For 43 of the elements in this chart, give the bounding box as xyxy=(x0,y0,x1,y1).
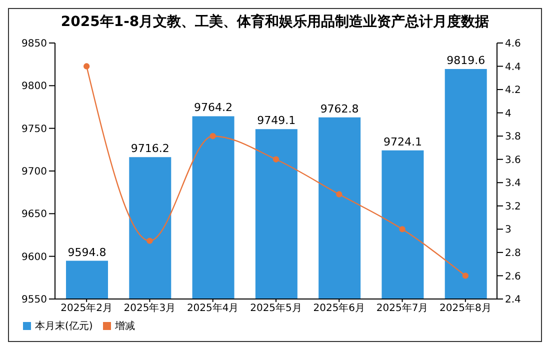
y2-tick-label: 3.2 xyxy=(505,201,521,212)
data-label: 9594.8 xyxy=(68,246,106,259)
y2-tick-label: 3 xyxy=(505,224,512,236)
y2-tick-label: 2.6 xyxy=(505,271,521,282)
y-tick-label: 9800 xyxy=(22,81,47,92)
y2-tick-label: 3.6 xyxy=(505,154,521,166)
data-label: 9724.1 xyxy=(383,135,422,148)
x-tick-label: 2025年4月 xyxy=(186,302,239,314)
point xyxy=(272,156,280,162)
legend-label: 增减 xyxy=(114,321,135,332)
chart-title: 2025年1-8月文教、工美、体育和娱乐用品制造业资产总计月度数据 xyxy=(60,13,490,31)
y-tick-label: 9700 xyxy=(22,166,47,178)
y-tick-label: 9550 xyxy=(22,294,47,306)
y2-tick-label: 4.4 xyxy=(505,62,521,73)
y2-tick-label: 2.8 xyxy=(505,248,521,260)
y-tick-label: 9650 xyxy=(22,209,47,220)
y-tick-label: 9750 xyxy=(22,124,47,135)
y2-tick-label: 4.2 xyxy=(505,85,521,96)
x-tick-label: 2025年6月 xyxy=(313,302,366,314)
data-label: 9716.2 xyxy=(130,142,170,156)
data-label: 9749.1 xyxy=(257,114,296,128)
point xyxy=(83,63,90,70)
x-tick-label: 2025年8月 xyxy=(440,302,492,314)
point xyxy=(336,191,342,198)
y-tick-label: 9600 xyxy=(22,252,47,263)
y2-tick-label: 2.4 xyxy=(505,294,521,306)
y2-tick-label: 3.8 xyxy=(505,132,521,143)
y2-tick-label: 4 xyxy=(505,108,512,120)
point xyxy=(146,238,153,244)
y2-tick-label: 4.6 xyxy=(505,38,521,50)
point xyxy=(399,226,406,232)
x-tick-label: 2025年5月 xyxy=(250,302,302,314)
x-tick-label: 2025年2月 xyxy=(60,302,112,314)
y-tick-label: 9850 xyxy=(22,38,47,50)
legend-label: 本月末(亿元) xyxy=(35,321,93,332)
point xyxy=(462,272,469,279)
x-tick-label: 2025年3月 xyxy=(124,302,176,314)
data-label: 9819.6 xyxy=(446,54,486,67)
y2-tick-label: 3.4 xyxy=(505,178,521,190)
data-label: 9762.8 xyxy=(320,102,359,116)
x-tick-label: 2025年7月 xyxy=(376,302,428,314)
data-label: 9764.2 xyxy=(194,101,233,114)
point xyxy=(210,132,216,140)
